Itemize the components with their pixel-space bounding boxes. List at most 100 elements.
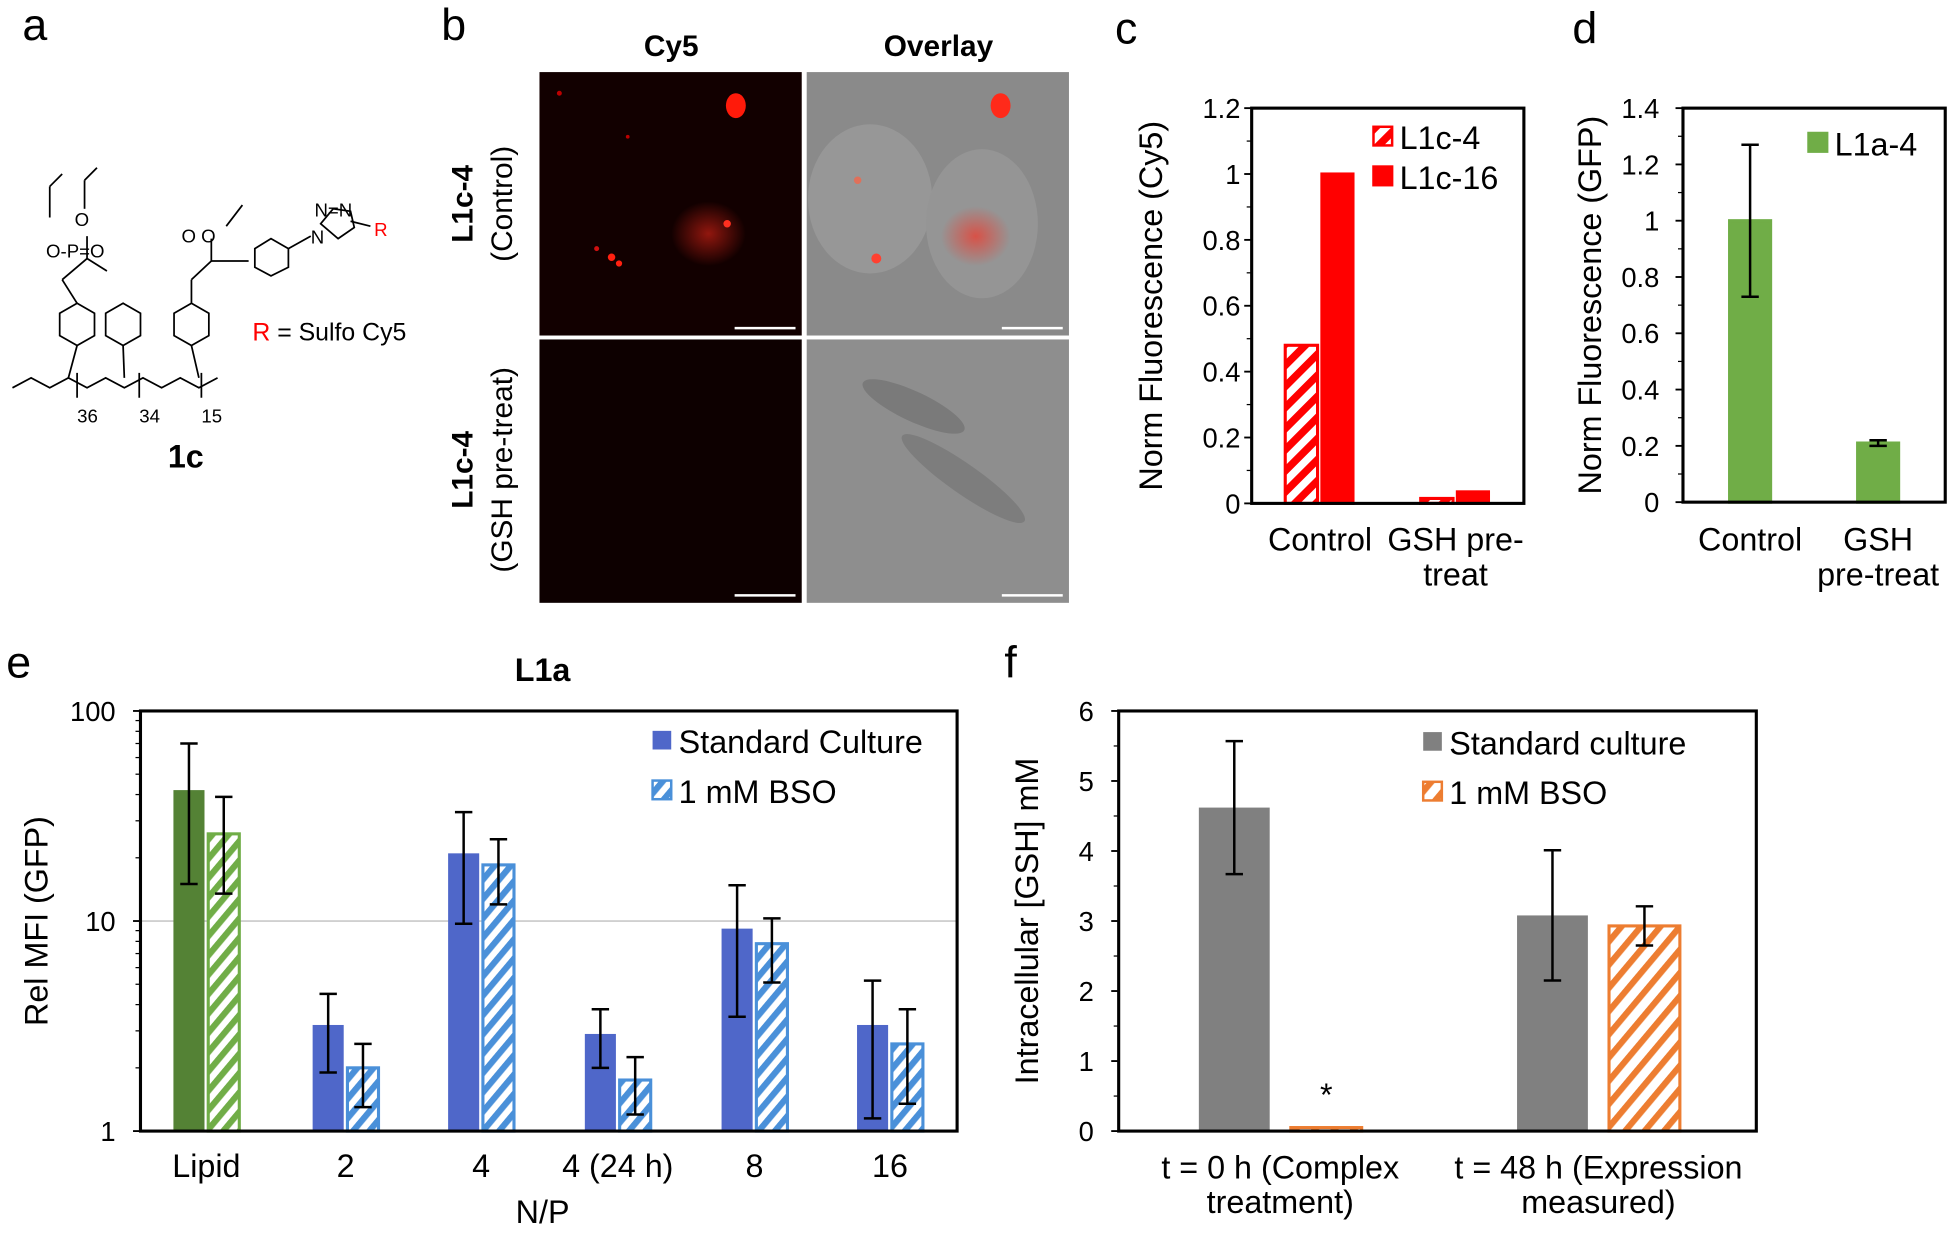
x-category-label: pre-treat <box>1817 556 1939 592</box>
y-axis-label: Intracellular [GSH] mM <box>1009 758 1045 1085</box>
subscript-15: 15 <box>201 406 222 427</box>
micrograph-overlay-gsh <box>806 339 1069 603</box>
legend-label: Standard culture <box>1449 725 1686 761</box>
chemical-structure-1c <box>12 167 371 398</box>
x-category-label: 8 <box>746 1148 764 1184</box>
column-header-overlay: Overlay <box>884 30 994 63</box>
y-tick-label: 0 <box>1225 488 1240 519</box>
y-tick-label: 3 <box>1079 906 1094 937</box>
panel-letter-c: c <box>1115 4 1137 54</box>
plot-frame <box>138 709 959 1133</box>
legend-swatch <box>1807 131 1829 153</box>
y-tick-label: 10 <box>85 906 115 937</box>
r-definition: R = Sulfo Cy5 <box>252 320 406 347</box>
y-tick-label: 1 <box>1079 1046 1094 1077</box>
micrograph-cy5-control <box>539 72 802 336</box>
y-tick-label: 0.4 <box>1621 375 1659 406</box>
y-tick-label: 0.2 <box>1621 431 1659 462</box>
chem-label-triazole: N=N <box>314 199 352 220</box>
y-tick-label: 0.6 <box>1202 291 1240 322</box>
x-category-label: t = 0 h (Complex <box>1161 1149 1399 1185</box>
y-tick-label: 2 <box>1079 976 1094 1007</box>
micrograph-overlay-control <box>806 72 1069 336</box>
x-category-label: t = 48 h (Expression <box>1454 1149 1742 1185</box>
legend-swatch <box>1421 780 1444 802</box>
legend-swatch <box>652 730 672 750</box>
row-label-gsh-sub: (GSH pre-treat) <box>486 367 519 573</box>
y-tick-label: 6 <box>1079 696 1094 727</box>
r-group-label: R <box>374 219 387 240</box>
x-axis-label: N/P <box>516 1194 570 1230</box>
x-category-label: Control <box>1698 522 1802 558</box>
y-tick-label: 100 <box>70 696 116 727</box>
y-axis-label: Rel MFI (GFP) <box>18 816 54 1026</box>
row-label-control-sub: (Control) <box>486 146 519 262</box>
significance-asterisk: * <box>1320 1077 1333 1113</box>
y-tick-label: 1 <box>100 1116 115 1147</box>
r-symbol: R <box>252 320 270 347</box>
x-category-label: Lipid <box>172 1148 240 1184</box>
plot-frame <box>1681 106 1947 504</box>
x-category-label: GSH pre- <box>1387 522 1523 558</box>
y-tick-label: 0.4 <box>1202 357 1240 388</box>
legend-label: L1c-16 <box>1400 160 1499 196</box>
legend-swatch <box>1372 165 1394 187</box>
compound-label: 1c <box>168 438 204 474</box>
subscript-34: 34 <box>139 406 160 427</box>
legend-label: 1 mM BSO <box>1449 775 1607 811</box>
x-category-label: measured) <box>1521 1184 1675 1220</box>
y-tick-label: 0.8 <box>1202 225 1240 256</box>
legend-label: Standard Culture <box>679 724 923 760</box>
plot-frame <box>1117 709 1758 1133</box>
y-tick-label: 1 <box>1225 159 1240 190</box>
bar-l1c-4 <box>1283 343 1320 505</box>
bar-l1c-16 <box>1455 490 1491 505</box>
panel-letter-e: e <box>6 637 31 687</box>
legend-label: 1 mM BSO <box>679 774 837 810</box>
y-axis-label: Norm Fluorescence (Cy5) <box>1133 121 1169 491</box>
legend-swatch <box>1372 125 1394 147</box>
y-tick-label: 0 <box>1079 1116 1094 1147</box>
chart-e: 1 10 100 Lipid 2 4 4 (24 h) 8 16 Rel MFI (GFP) L1a… <box>18 652 959 1230</box>
panel-letter-b: b <box>441 0 466 50</box>
chem-label-n: N <box>311 227 324 248</box>
x-category-label: treatment) <box>1207 1184 1354 1220</box>
row-label-control-main: L1c-4 <box>446 164 479 242</box>
plot-frame <box>1250 106 1526 505</box>
legend-swatch <box>651 779 673 801</box>
chem-label-ester: O O <box>182 225 216 246</box>
chart-c: 0 0.2 0.4 0.6 0.8 1 1.2 Control GSH pre-treat Nor… <box>1133 93 1526 592</box>
y-tick-label: 1.4 <box>1621 93 1659 124</box>
chart-title: L1a <box>515 652 572 688</box>
y-tick-label: 4 <box>1079 836 1094 867</box>
x-category-label: Control <box>1268 522 1372 558</box>
x-category-label: treat <box>1423 556 1488 592</box>
panel-letter-d: d <box>1572 4 1597 54</box>
legend-label: L1c-4 <box>1400 120 1481 156</box>
chem-label-phosphonate: O-P=O <box>46 240 104 261</box>
legend-label: L1a-4 <box>1835 126 1918 162</box>
y-tick-label: 5 <box>1079 766 1094 797</box>
x-category-label: 4 (24 h) <box>562 1148 673 1184</box>
y-tick-label: 1 <box>1644 206 1659 237</box>
panel-letter-f: f <box>1004 637 1017 687</box>
y-tick-label: 0.8 <box>1621 262 1659 293</box>
y-tick-label: 1.2 <box>1621 149 1659 180</box>
micrograph-cy5-gsh <box>539 339 802 603</box>
r-definition-text: = Sulfo Cy5 <box>270 320 406 347</box>
x-category-label: 4 <box>472 1148 490 1184</box>
column-header-cy5: Cy5 <box>644 30 699 63</box>
subscript-36: 36 <box>77 406 98 427</box>
y-tick-label: 0 <box>1644 487 1659 518</box>
row-label-gsh-main: L1c-4 <box>446 430 479 508</box>
y-axis-label: Norm Fluorescence (GFP) <box>1572 116 1608 495</box>
legend-swatch <box>1423 732 1442 751</box>
x-category-label: GSH <box>1843 522 1913 558</box>
bar-l1a-4 <box>1856 441 1901 504</box>
y-tick-label: 0.6 <box>1621 318 1659 349</box>
y-tick-label: 1.2 <box>1202 93 1240 124</box>
bar-l1c-16 <box>1320 172 1355 505</box>
